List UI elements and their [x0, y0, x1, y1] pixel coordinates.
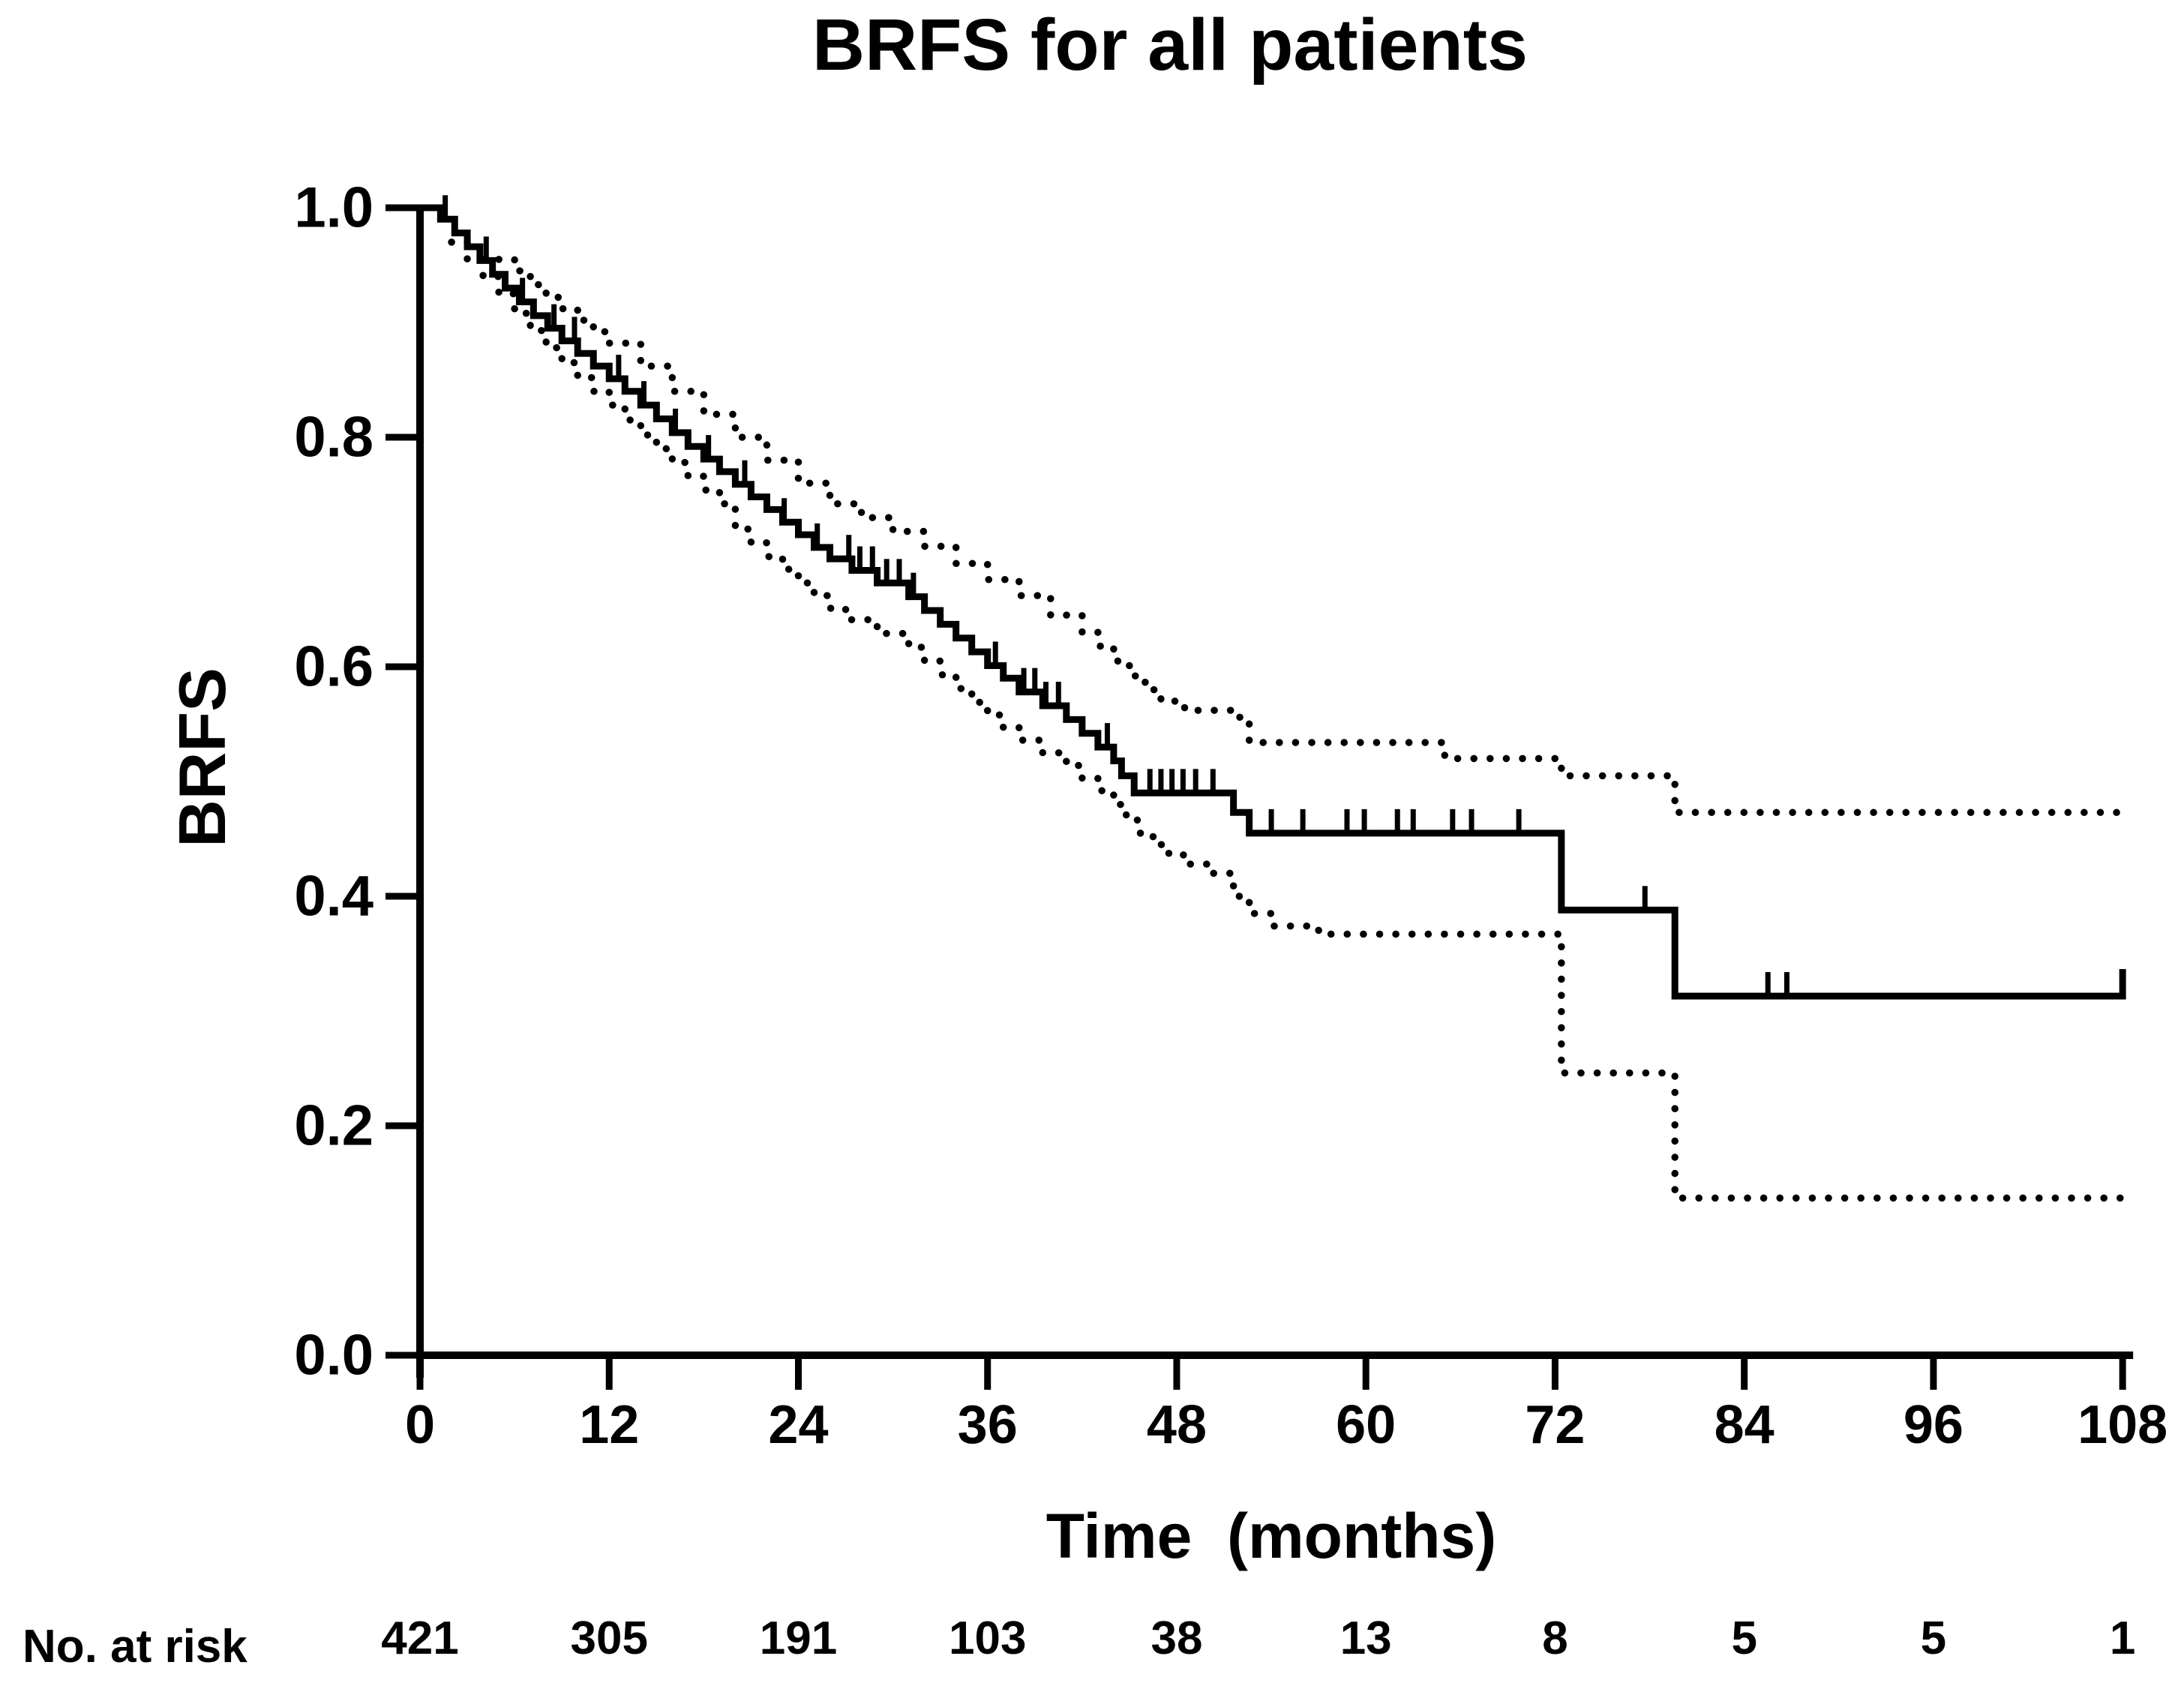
risk-count: 305: [571, 1612, 648, 1664]
x-tick-label: 84: [1714, 1395, 1774, 1455]
ci-upper-curve: [495, 256, 2126, 817]
y-tick-label: 0.2: [294, 1094, 374, 1158]
risk-count: 5: [1731, 1612, 1756, 1664]
y-tick-label: 0.6: [294, 635, 374, 699]
km-main-curve: [420, 204, 2126, 1000]
x-tick-label: 36: [958, 1395, 1018, 1455]
x-tick-label: 48: [1147, 1395, 1207, 1455]
risk-count: 421: [381, 1612, 458, 1664]
y-axis-title: BRFS: [165, 668, 239, 848]
x-tick-label: 108: [2078, 1395, 2168, 1455]
x-tick-label: 60: [1336, 1395, 1396, 1455]
chart-title: BRFS for all patients: [812, 4, 1528, 86]
x-axis-title: Time (months): [1046, 1501, 1497, 1571]
risk-count: 5: [1921, 1612, 1946, 1664]
risk-count: 8: [1542, 1612, 1568, 1664]
risk-count: 191: [760, 1612, 837, 1664]
x-tick-label: 0: [405, 1395, 435, 1455]
risk-count: 13: [1340, 1612, 1392, 1664]
x-tick-label: 96: [1904, 1395, 1964, 1455]
x-tick-label: 72: [1525, 1395, 1585, 1455]
risk-row-label: No. at risk: [22, 1621, 248, 1672]
ci-lower-curve: [448, 238, 2126, 1202]
risk-count: 1: [2110, 1612, 2135, 1664]
risk-count: 103: [949, 1612, 1026, 1664]
risk-count: 38: [1150, 1612, 1202, 1664]
x-tick-label: 12: [579, 1395, 639, 1455]
x-tick-label: 24: [768, 1395, 828, 1455]
y-tick-label: 0.8: [294, 406, 374, 470]
y-tick-label: 0.4: [294, 865, 374, 928]
y-tick-label: 0.0: [294, 1324, 374, 1388]
y-tick-label: 1.0: [294, 176, 374, 240]
